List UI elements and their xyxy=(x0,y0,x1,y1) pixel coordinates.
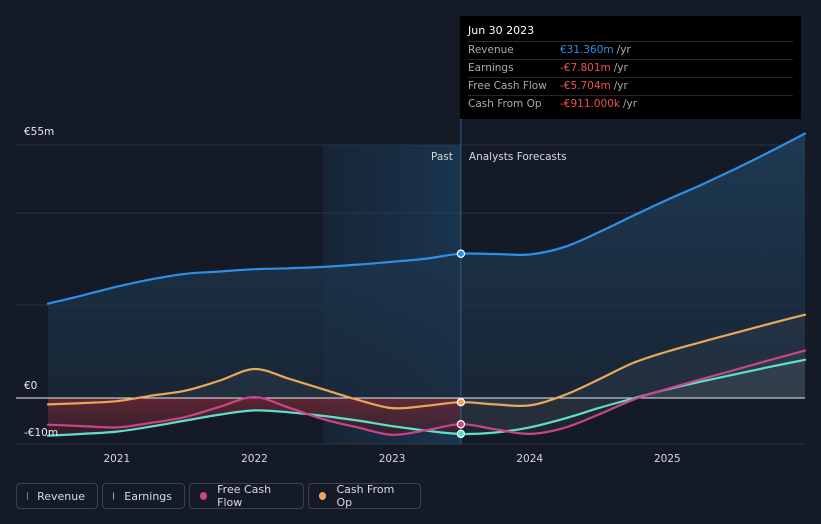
tooltip-row-earnings: Earnings -€7.801m /yr xyxy=(468,60,793,78)
tooltip-unit: /yr xyxy=(622,98,638,110)
marker-revenue xyxy=(456,249,466,258)
line-free-cash-flow xyxy=(46,349,807,436)
tooltip: Jun 30 2023 Revenue €31.360m /yr Earning… xyxy=(460,16,801,119)
line-revenue xyxy=(46,132,807,305)
hover-markers xyxy=(456,249,466,439)
y-axis-top-label: €55m xyxy=(24,126,54,138)
x-tick-label: 2025 xyxy=(654,453,681,465)
tooltip-row-free-cash-flow: Free Cash Flow -€5.704m /yr xyxy=(468,78,793,96)
legend-label: Cash From Op xyxy=(336,483,395,509)
area-cash-from-op xyxy=(48,314,805,409)
legend-label: Free Cash Flow xyxy=(217,483,272,509)
marker-cash-from-op xyxy=(456,397,466,407)
x-tick-label: 2021 xyxy=(103,453,130,465)
tooltip-row-revenue: Revenue €31.360m /yr xyxy=(468,42,793,60)
negative-area xyxy=(48,398,461,436)
tooltip-label: Revenue xyxy=(468,44,514,56)
legend-label: Earnings xyxy=(124,489,172,503)
tooltip-value: -€911.000k xyxy=(560,98,620,110)
earnings-dot-icon xyxy=(113,492,115,500)
marker-free-cash-flow xyxy=(456,420,466,429)
tooltip-label: Earnings xyxy=(468,62,514,74)
tooltip-row-cash-from-op: Cash From Op -€911.000k /yr xyxy=(468,96,793,113)
past-label: Past xyxy=(431,151,453,163)
x-tick-label: 2024 xyxy=(516,453,543,465)
series-lines xyxy=(46,132,807,437)
legend-item-free-cash-flow[interactable]: Free Cash Flow xyxy=(189,483,304,509)
legend-item-earnings[interactable]: Earnings xyxy=(102,483,185,509)
y-axis-bottom-label: -€10m xyxy=(24,427,58,439)
legend-item-cash-from-op[interactable]: Cash From Op xyxy=(308,483,421,509)
tooltip-date: Jun 30 2023 xyxy=(468,23,793,42)
tooltip-label: Free Cash Flow xyxy=(468,80,547,92)
cash-from-op-dot-icon xyxy=(319,492,327,500)
tooltip-unit: /yr xyxy=(613,62,628,74)
tooltip-value: €31.360m xyxy=(560,44,614,56)
legend-item-revenue[interactable]: Revenue xyxy=(16,483,98,509)
free-cash-flow-dot-icon xyxy=(200,492,208,500)
legend: Revenue Earnings Free Cash Flow Cash Fro… xyxy=(16,483,425,509)
x-tick-label: 2023 xyxy=(379,453,406,465)
y-axis-zero-label: €0 xyxy=(24,380,37,392)
tooltip-value: -€7.801m xyxy=(560,62,611,74)
x-tick-label: 2022 xyxy=(241,453,268,465)
tooltip-unit: /yr xyxy=(613,80,628,92)
marker-earnings xyxy=(456,429,466,439)
legend-label: Revenue xyxy=(37,489,85,503)
x-axis-ticks: 2021 2022 2023 2024 2025 xyxy=(103,453,680,465)
area-revenue xyxy=(48,133,805,398)
line-cash-from-op xyxy=(46,313,807,410)
tooltip-value: -€5.704m xyxy=(560,80,611,92)
tooltip-unit: /yr xyxy=(616,44,631,56)
forecast-label: Analysts Forecasts xyxy=(469,151,567,163)
tooltip-label: Cash From Op xyxy=(468,98,542,110)
